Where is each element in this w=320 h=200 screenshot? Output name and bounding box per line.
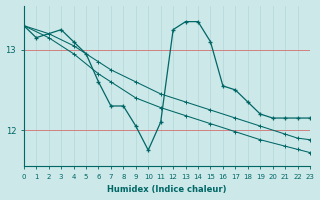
X-axis label: Humidex (Indice chaleur): Humidex (Indice chaleur) — [107, 185, 227, 194]
